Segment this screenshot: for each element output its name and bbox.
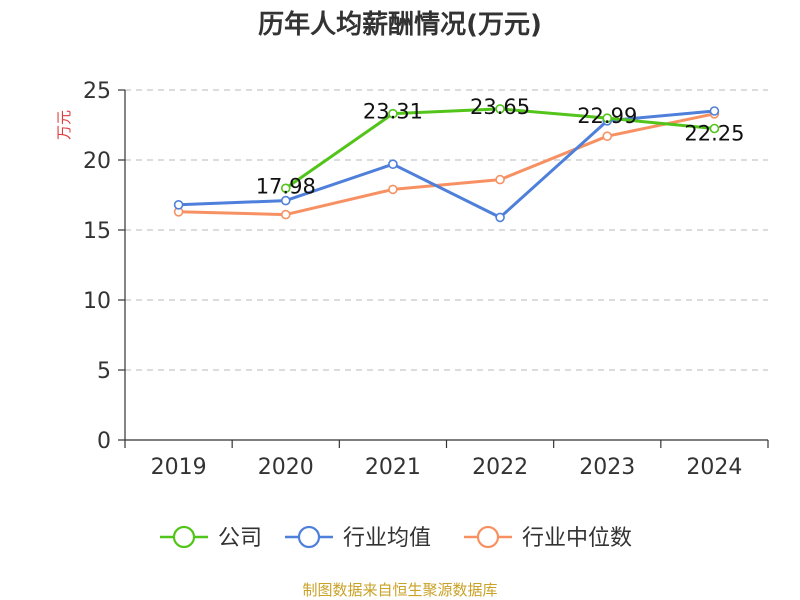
x-tick-label: 2021 xyxy=(365,455,421,480)
legend-marker xyxy=(476,525,500,549)
data-point xyxy=(173,200,184,210)
legend-marker xyxy=(172,525,196,549)
data-point xyxy=(388,159,398,169)
legend-label: 行业中位数 xyxy=(522,526,632,551)
x-tick-labels: 2019 2020 2021 2022 2023 2024 xyxy=(151,455,743,480)
y-axis-label: 万元 xyxy=(55,110,73,140)
axes xyxy=(118,89,769,448)
data-point xyxy=(495,174,505,185)
data-point xyxy=(495,104,505,114)
y-tick-label: 15 xyxy=(83,219,111,244)
x-tick-label: 2022 xyxy=(472,455,528,480)
data-point xyxy=(602,113,613,123)
x-tick-label: 2019 xyxy=(151,455,207,480)
data-point xyxy=(709,106,720,116)
legend-label: 公司 xyxy=(218,526,262,551)
legend-marker xyxy=(297,525,321,549)
y-tick-label: 25 xyxy=(83,79,111,104)
source-note: 制图数据来自恒生聚源数据库 xyxy=(302,581,497,599)
data-point xyxy=(280,209,291,220)
x-tick-label: 2020 xyxy=(258,455,314,480)
series-line xyxy=(178,112,715,217)
data-label: 22.99 xyxy=(577,104,637,128)
x-tick-label: 2023 xyxy=(579,455,635,480)
data-labels: 17.98 23.31 23.65 22.99 22.25 xyxy=(256,95,745,198)
data-label: 22.25 xyxy=(684,122,744,146)
y-tick-label: 0 xyxy=(97,429,111,454)
y-tick-label: 5 xyxy=(97,359,111,384)
series-lines xyxy=(173,104,720,223)
gridlines xyxy=(125,89,768,371)
legend-item[interactable]: 行业均值 xyxy=(285,525,431,551)
legend-item[interactable]: 公司 xyxy=(160,525,262,551)
data-point xyxy=(709,123,720,134)
data-label: 23.65 xyxy=(470,95,530,119)
data-point xyxy=(388,108,398,119)
data-label: 23.31 xyxy=(363,100,423,124)
y-tick-label: 20 xyxy=(83,149,111,174)
chart-title: 历年人均薪酬情况(万元) xyxy=(258,9,542,40)
y-tick-labels: 0 5 10 15 20 25 xyxy=(83,79,111,454)
data-point xyxy=(495,212,505,223)
x-tick-label: 2024 xyxy=(686,455,742,480)
data-point xyxy=(280,195,291,206)
data-point xyxy=(280,183,291,194)
y-tick-label: 10 xyxy=(83,289,111,314)
legend-label: 行业均值 xyxy=(343,526,431,551)
data-point xyxy=(388,184,398,195)
legend-item[interactable]: 行业中位数 xyxy=(464,525,632,551)
legend[interactable]: 公司 行业均值 行业中位数 xyxy=(160,525,632,551)
data-point xyxy=(602,131,613,141)
data-label: 17.98 xyxy=(256,174,316,198)
